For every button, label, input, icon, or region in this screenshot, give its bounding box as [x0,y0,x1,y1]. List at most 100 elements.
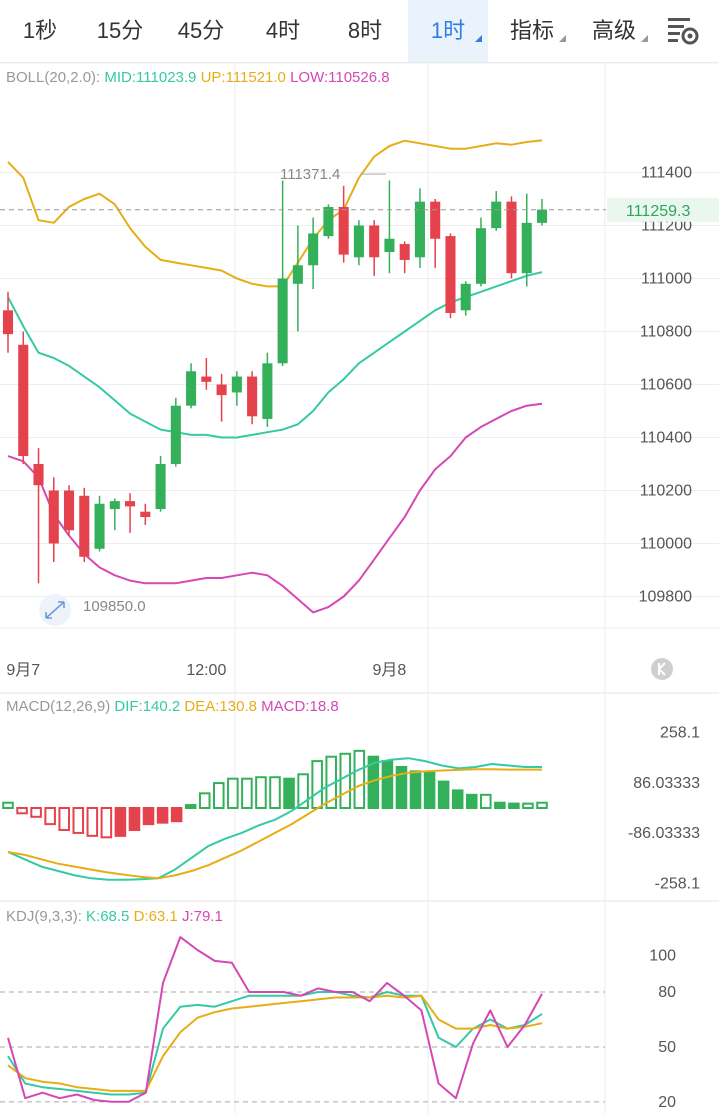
tab-advanced[interactable]: 高级 [574,0,654,62]
last-price-label: 111259.3 [626,203,690,220]
macd-bar-positive [409,770,422,809]
price-tick-label: 110000 [640,536,692,553]
k-letter-glyph [658,662,666,676]
candle-body [430,201,441,239]
kdj-tick-label: 20 [658,1094,676,1111]
tab-15m[interactable]: 15分 [80,0,160,62]
candlesticks [2,180,548,584]
kdj-legend-d: D:63.1 [134,908,178,925]
tab-1s[interactable]: 1秒 [0,0,80,62]
tab-8h[interactable]: 8时 [324,0,406,62]
candle-body [33,464,44,486]
price-axis: 109800 110000 110200 110400 110600 110800 1110… [639,165,692,606]
dropdown-triangle-icon [559,35,566,42]
kdj-tick-label: 80 [658,984,676,1001]
candle-body [475,228,487,284]
candle-body [2,310,14,335]
macd-axis: 258.1 86.03333 -86.03333 -258.1 [628,724,700,892]
candle-up [109,498,120,531]
last-price-tag [607,197,719,222]
macd-tick-label: 86.03333 [633,775,700,792]
candle-down [399,241,410,274]
macd-bar-negative [128,807,141,831]
macd-bar-positive [508,802,520,810]
time-axis: 9月7 12:00 9月8 [6,662,406,679]
tab-label: 8时 [347,18,383,43]
macd-bar-positive [227,777,239,809]
macd-bar-positive [213,782,225,809]
tab-label: 1秒 [22,18,58,43]
candle-up [475,217,487,287]
candle-body [277,278,288,364]
boll-legend-up: UP:111521.0 [201,69,286,86]
candle-up [155,456,166,512]
k-circle-icon [651,658,673,680]
candle-down [140,503,151,525]
price-tick-label: 110400 [640,430,692,447]
macd-bar-negative [30,807,42,818]
kdj-legend-k: K:68.5 [86,908,129,925]
macd-bar-positive [198,792,211,810]
low-price-marker: 109850.0 [39,594,146,626]
macd-bar-positive [480,793,492,810]
macd-bar-negative [86,807,99,837]
tab-indicators[interactable]: 指标 [492,0,572,62]
macd-bar-positive [381,760,394,810]
macd-bar-positive [451,789,464,810]
low-price-label: 109850.0 [83,598,146,615]
expand-arrows-icon [45,601,65,619]
candle-up [460,281,471,316]
boll-low-line [7,402,543,614]
macd-bar-positive [255,776,267,809]
macd-bar-positive [283,777,295,809]
macd-legend-dif: DIF:140.2 [114,698,180,715]
candle-body [338,206,349,255]
candle-down [430,199,441,268]
macd-legend-prefix: MACD(12,26,9) [6,698,110,715]
tab-label: 45分 [177,18,225,43]
chart-settings-icon [668,18,699,45]
macd-bar-positive [2,801,14,809]
candle-body [536,209,548,223]
macd-bar-negative [44,807,56,826]
chart-settings-button[interactable] [660,12,704,50]
macd-dif-line [7,757,542,881]
candle-down [63,485,75,536]
macd-legend-dea: DEA:130.8 [184,698,257,715]
macd-tick-label: -258.1 [655,876,700,893]
tab-1h[interactable]: 1时 [408,0,488,62]
chart-area[interactable]: BOLL(20,2.0): MID:111023.9 UP:111521.0 L… [0,63,719,1114]
candle-body [399,244,410,260]
kdj-level-lines [0,991,605,1103]
candle-up [170,397,181,467]
boll-legend-mid: MID:111023.9 [104,69,196,86]
candle-up [94,495,105,552]
candle-up [536,199,548,226]
macd-bar-positive [339,752,352,810]
kdj-j-line [7,936,543,1103]
macd-tick-label: -86.03333 [628,825,700,842]
price-grid-lines [0,172,719,597]
candle-up [262,352,273,427]
time-tick-label: 9月7 [6,662,40,679]
macd-bar-positive [494,801,506,809]
tab-label: 指标 [509,18,554,43]
candle-up [384,180,395,274]
kdj-lines [7,936,543,1103]
time-tick-label: 9月8 [373,662,407,679]
boll-legend-low: LOW:110526.8 [290,69,390,86]
candle-down [216,373,227,422]
candle-down [338,185,349,263]
tab-45m[interactable]: 45分 [160,0,242,62]
macd-bar-negative [16,807,28,815]
candle-down [79,487,90,563]
tab-label: 1时 [430,18,466,43]
macd-bar-negative [156,807,169,824]
k-button[interactable] [651,658,673,680]
candle-body [231,376,242,393]
candle-body [323,206,334,237]
tab-4h[interactable]: 4时 [242,0,324,62]
tab-label: 高级 [591,18,636,43]
candle-down [48,477,59,563]
candle-up [277,180,288,366]
